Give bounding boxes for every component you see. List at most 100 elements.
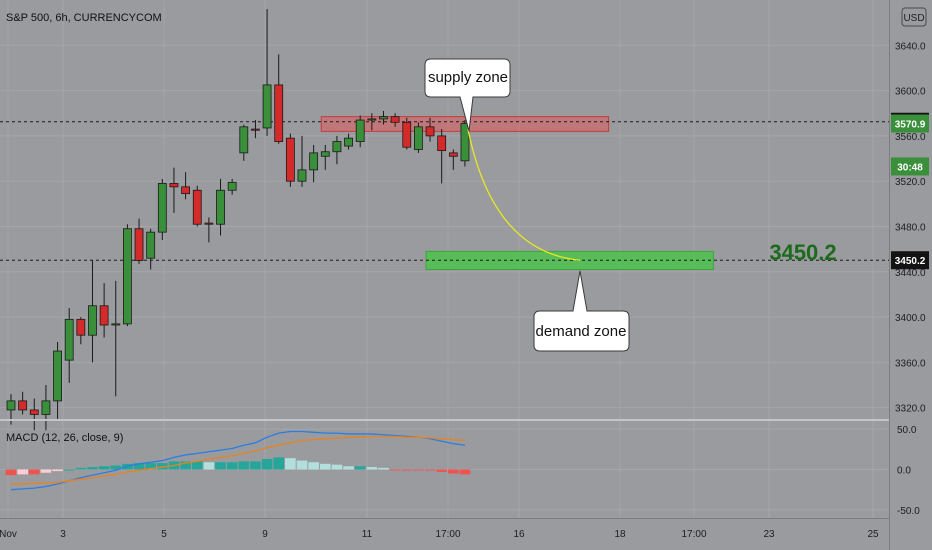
candle-bearish[interactable]	[18, 391, 28, 415]
candle-bearish[interactable]	[192, 185, 202, 227]
macd-indicator-label: MACD (12, 26, close, 9)	[6, 432, 123, 444]
macd-histogram-bar	[273, 457, 285, 470]
macd-histogram-bar	[378, 467, 389, 470]
time-axis-border	[0, 518, 890, 519]
candle-bullish[interactable]	[320, 144, 330, 170]
macd-histogram-bar	[261, 458, 273, 470]
candle-bullish[interactable]	[460, 120, 470, 167]
pane-separator[interactable]	[0, 419, 890, 421]
time-axis-tick-label: 16	[513, 529, 525, 540]
candle-body	[239, 126, 249, 154]
candle-bearish[interactable]	[251, 120, 260, 139]
candle-bearish[interactable]	[285, 133, 295, 187]
macd-histogram-bar	[319, 463, 331, 470]
candle-bullish[interactable]	[146, 228, 156, 270]
candle-body	[29, 409, 39, 415]
candle-bullish[interactable]	[355, 115, 365, 148]
candle-bullish[interactable]	[239, 124, 249, 161]
candle-body	[227, 181, 237, 191]
candle-bullish[interactable]	[64, 308, 74, 383]
candle-bullish[interactable]	[111, 280, 121, 397]
macd-axis-tick-label: 50.0	[897, 425, 917, 436]
macd-histogram-bar	[191, 461, 203, 470]
macd-histogram-bar	[308, 462, 319, 470]
macd-axis-tick-label: 0.0	[897, 466, 911, 477]
macd-histogram-bar	[238, 461, 250, 470]
candle-body	[285, 137, 295, 182]
candle-body	[6, 400, 16, 411]
candle-body	[123, 228, 132, 325]
price-tag-background	[891, 114, 929, 133]
candle-bullish[interactable]	[297, 135, 307, 187]
candle-body	[251, 128, 260, 131]
candle-body	[134, 228, 144, 261]
candle-body	[157, 183, 167, 233]
price-tag[interactable]: 3570.9	[891, 114, 929, 133]
candle-body	[309, 152, 319, 171]
macd-histogram-bar	[401, 469, 413, 471]
candle-body	[332, 141, 342, 153]
time-axis-labels: Nov 3 5 9 11 17:00 16 18 17:00 23 25	[0, 529, 879, 540]
candle-body	[41, 400, 51, 415]
signal-line	[11, 435, 466, 485]
candle-bullish[interactable]	[309, 144, 319, 183]
candle-bullish[interactable]	[88, 260, 97, 363]
price-axis-labels: 3640.0 3600.0 3560.0 3520.0 3480.0 3440.0 3400…	[895, 41, 926, 414]
demand-zone-callout[interactable]: demand zone	[533, 270, 630, 352]
candle-bearish[interactable]	[76, 317, 86, 345]
macd-pane	[5, 430, 471, 491]
candle-bullish[interactable]	[157, 178, 167, 241]
candle-bullish[interactable]	[413, 122, 423, 153]
price-axis-tick-label: 3440.0	[895, 268, 926, 279]
price-tag[interactable]: 3450.2	[891, 251, 929, 270]
price-axis-tick-label: 3600.0	[895, 87, 926, 98]
candle-bearish[interactable]	[402, 117, 412, 150]
candle-body	[76, 318, 86, 336]
macd-histogram-bar	[215, 462, 226, 470]
candle-body	[448, 152, 458, 157]
price-axis-tick-label: 3360.0	[895, 358, 926, 369]
candle-bearish[interactable]	[437, 129, 447, 184]
candle-bearish[interactable]	[204, 217, 214, 243]
macd-histogram-bar	[413, 469, 424, 471]
time-axis-tick-label: 23	[763, 529, 775, 540]
candle-body	[379, 116, 388, 120]
target-price-label: 3450.2	[769, 240, 836, 265]
candle-bearish[interactable]	[169, 167, 179, 213]
candle-bullish[interactable]	[332, 135, 342, 165]
macd-histogram-bar	[63, 469, 75, 471]
candle-bearish[interactable]	[390, 113, 400, 127]
price-tag-background	[891, 157, 929, 176]
price-axis-panel[interactable]	[890, 0, 932, 550]
candle-bullish[interactable]	[227, 178, 237, 195]
candle-bearish[interactable]	[134, 218, 144, 264]
macd-histogram-bar	[203, 462, 215, 470]
candle-bearish[interactable]	[274, 54, 284, 144]
candle-body	[297, 169, 307, 182]
candle-body	[111, 323, 121, 326]
candle-bearish[interactable]	[181, 172, 191, 200]
projection-curve-line[interactable]	[467, 128, 581, 261]
candle-bullish[interactable]	[123, 224, 132, 327]
candle-bearish[interactable]	[448, 149, 458, 170]
price-tag[interactable]: 30:48	[891, 157, 929, 176]
candle-bullish[interactable]	[216, 178, 225, 236]
macd-axis-labels: 50.0 0.0 -50.0	[897, 425, 920, 517]
candle-body	[192, 189, 202, 225]
candle-bearish[interactable]	[425, 117, 435, 142]
candle-bullish[interactable]	[367, 113, 377, 131]
candle-bullish[interactable]	[41, 385, 51, 431]
candle-bearish[interactable]	[29, 398, 39, 431]
time-axis-tick-label: Nov	[0, 529, 17, 540]
chart-title: S&P 500, 6h, CURRENCYCOM	[6, 12, 162, 24]
candle-bullish[interactable]	[53, 341, 62, 419]
macd-histogram-bar	[5, 469, 17, 476]
candle-bullish[interactable]	[379, 110, 388, 125]
candle-bullish[interactable]	[344, 133, 353, 150]
candle-body	[402, 121, 412, 148]
candle-bearish[interactable]	[99, 283, 109, 338]
supply-zone-callout[interactable]: supply zone	[424, 58, 511, 132]
candle-bullish[interactable]	[262, 9, 272, 136]
candle-body	[437, 135, 447, 152]
currency-button[interactable]: USD	[901, 7, 927, 27]
